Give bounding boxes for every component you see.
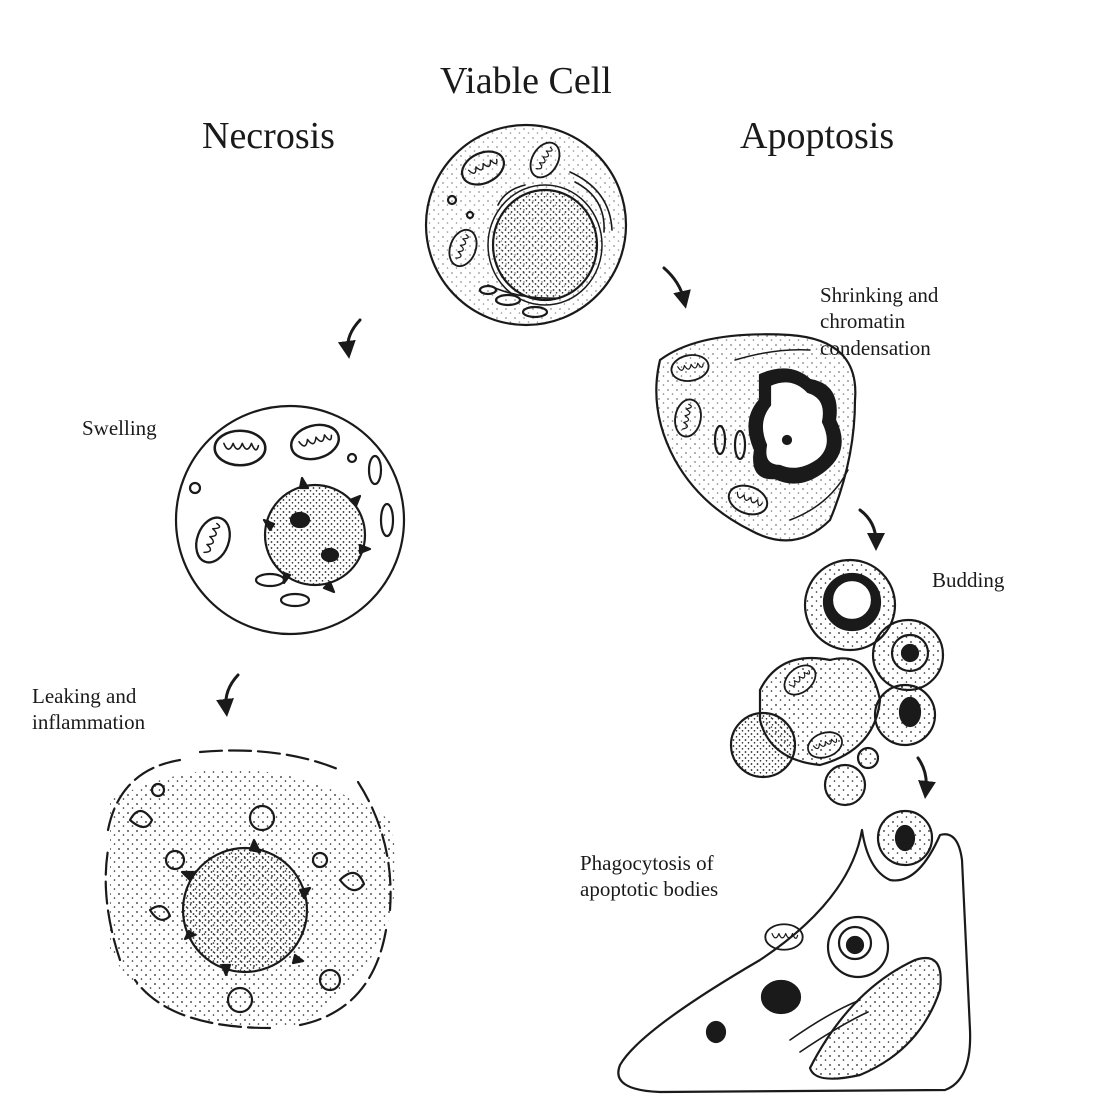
budding-cluster-drawing [729, 558, 945, 807]
budding-label: Budding [932, 568, 1005, 592]
arrow-to-shrinking [662, 266, 691, 309]
necrotic-cell-drawing [104, 749, 396, 1030]
arrow-to-phagocytosis [916, 756, 936, 799]
viable-cell-label: Viable Cell [440, 60, 612, 102]
arrow-to-leaking [216, 673, 240, 717]
transition-arrows [216, 266, 936, 799]
shrinking-label: Shrinking and chromatin condensation [820, 283, 939, 360]
swelling-cell-drawing [174, 404, 406, 636]
phagocyte-drawing [617, 809, 972, 1094]
swelling-label: Swelling [82, 416, 157, 440]
viable-cell-drawing [424, 123, 628, 327]
necrosis-label: Necrosis [202, 115, 335, 157]
shrinking-cell-drawing [655, 333, 857, 542]
phagocytosis-label: Phagocytosis of apoptotic bodies [580, 851, 719, 902]
arrow-to-swelling [337, 318, 362, 359]
leaking-label: Leaking and inflammation [32, 684, 146, 735]
arrow-to-budding [858, 508, 885, 551]
apoptosis-label: Apoptosis [740, 115, 895, 157]
